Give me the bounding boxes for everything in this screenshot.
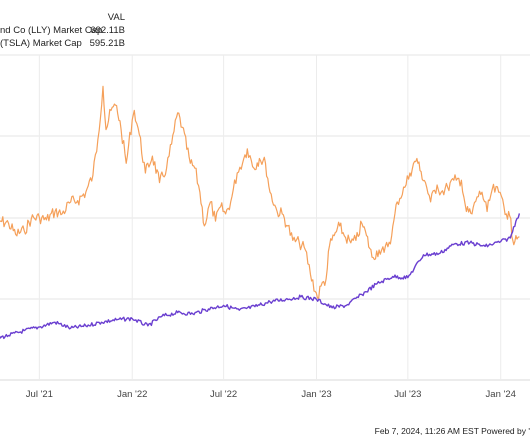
grid-lines xyxy=(0,54,530,381)
legend-label-tsla: (TSLA) Market Cap xyxy=(0,38,82,49)
x-tick-label: Jan '22 xyxy=(117,389,147,400)
x-tick-label: Jul '22 xyxy=(210,389,237,400)
series-line-tsla[interactable] xyxy=(0,85,520,299)
series-layer xyxy=(0,85,521,340)
x-tick-label: Jul '23 xyxy=(394,389,421,400)
legend-label-lly: nd Co (LLY) Market Cap xyxy=(0,25,102,36)
x-tick-label: Jan '23 xyxy=(301,389,331,400)
x-tick-label: Jul '21 xyxy=(26,389,53,400)
x-tick-label: Jan '24 xyxy=(486,389,516,400)
series-line-lly[interactable] xyxy=(0,213,521,340)
legend-value-tsla: 595.21B xyxy=(90,38,125,49)
legend-header: VAL xyxy=(108,12,125,23)
legend-value-lly: 692.11B xyxy=(90,25,125,36)
legend: VAL nd Co (LLY) Market Cap 692.11B (TSLA… xyxy=(0,12,125,49)
footer-timestamp: Feb 7, 2024, 11:26 AM EST Powered by ' xyxy=(375,426,530,436)
x-axis-ticks: Jul '21 Jan '22 Jul '22 Jan '23 Jul '23 Jan '… xyxy=(26,389,516,400)
